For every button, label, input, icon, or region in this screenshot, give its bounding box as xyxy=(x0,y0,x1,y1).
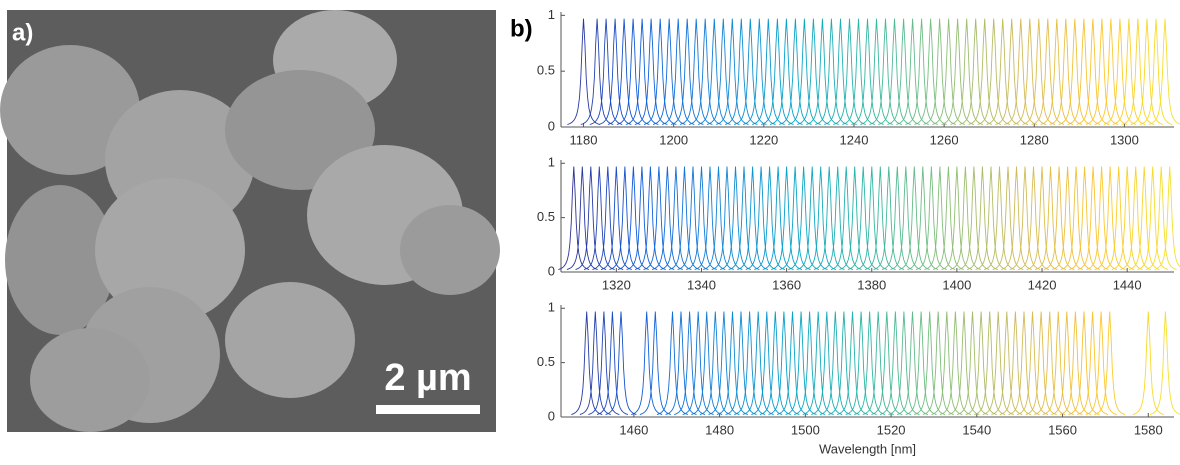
x-axis-label: Wavelength [nm] xyxy=(819,441,916,456)
x-tick-label: 1440 xyxy=(1113,277,1142,292)
panel-label: a) xyxy=(12,19,33,46)
peak xyxy=(1133,312,1164,415)
y-tick-label: 0.5 xyxy=(537,63,555,78)
figure: a) 2 µm b) 0 0.5 1 1180 1200 1220 1240 1260 1280… xyxy=(0,0,1180,460)
x-tick-label: 1180 xyxy=(570,132,598,147)
x-tick-label: 1240 xyxy=(840,132,869,147)
y-tick-label: 0 xyxy=(548,408,555,423)
y-tick-label: 0 xyxy=(548,263,555,278)
panel-label: b) xyxy=(510,15,533,42)
scale-bar-label: 2 µm xyxy=(384,357,471,399)
x-tick-label: 1540 xyxy=(962,422,991,437)
x-tick-label: 1340 xyxy=(687,277,716,292)
page: {"panel_a": {"label": "a)", "scale_bar":… xyxy=(0,0,1180,460)
x-tick-label: 1320 xyxy=(602,277,631,292)
x-tick-label: 1520 xyxy=(877,422,906,437)
x-tick-label: 1300 xyxy=(1110,132,1139,147)
x-tick-label: 1280 xyxy=(1020,132,1049,147)
x-tick-label: 1580 xyxy=(1134,422,1163,437)
y-tick-label: 0.5 xyxy=(537,354,555,369)
y-tick-label: 0 xyxy=(548,118,555,133)
y-tick-label: 1 xyxy=(548,300,555,315)
y-tick-label: 0.5 xyxy=(537,209,555,224)
x-tick-label: 1200 xyxy=(659,132,688,147)
x-tick-label: 1480 xyxy=(705,422,734,437)
x-tick-label: 1460 xyxy=(619,422,648,437)
x-tick-label: 1400 xyxy=(942,277,971,292)
y-tick-label: 1 xyxy=(548,7,555,22)
x-tick-label: 1500 xyxy=(791,422,820,437)
x-tick-label: 1220 xyxy=(749,132,778,147)
x-tick-label: 1360 xyxy=(772,277,801,292)
x-tick-label: 1260 xyxy=(930,132,959,147)
y-tick-label: 1 xyxy=(548,155,555,170)
peak xyxy=(1150,312,1180,415)
x-tick-label: 1560 xyxy=(1048,422,1077,437)
x-tick-label: 1380 xyxy=(857,277,886,292)
x-tick-label: 1420 xyxy=(1028,277,1057,292)
